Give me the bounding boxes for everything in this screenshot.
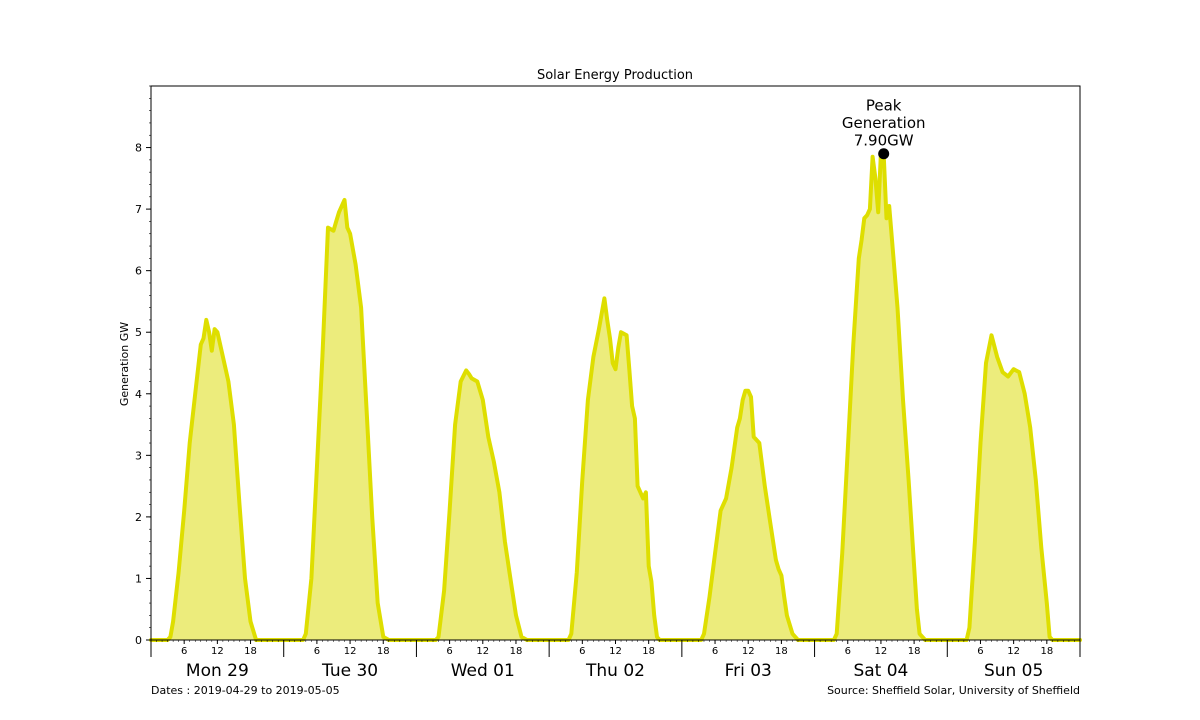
y-tick-label: 4 bbox=[135, 388, 142, 401]
peak-annotation-line: 7.90GW bbox=[854, 132, 914, 150]
peak-annotation-line: Generation bbox=[842, 114, 926, 132]
hour-tick-label: 12 bbox=[742, 646, 755, 657]
day-label: Tue 30 bbox=[321, 661, 378, 681]
hour-tick-label: 6 bbox=[314, 646, 320, 657]
dates-footer: Dates : 2019-04-29 to 2019-05-05 bbox=[151, 684, 340, 697]
y-tick-label: 3 bbox=[135, 449, 142, 462]
hour-tick-label: 6 bbox=[446, 646, 452, 657]
hour-tick-label: 18 bbox=[908, 646, 921, 657]
hour-tick-label: 12 bbox=[344, 646, 357, 657]
peak-annotation-line: Peak bbox=[866, 97, 902, 115]
hour-tick-label: 6 bbox=[712, 646, 718, 657]
y-tick-label: 0 bbox=[135, 634, 142, 647]
y-tick-label: 7 bbox=[135, 203, 142, 216]
source-footer: Source: Sheffield Solar, University of S… bbox=[827, 684, 1080, 697]
y-tick-label: 2 bbox=[135, 511, 142, 524]
hour-tick-label: 6 bbox=[845, 646, 851, 657]
hour-tick-label: 18 bbox=[244, 646, 257, 657]
hour-tick-label: 6 bbox=[579, 646, 585, 657]
hour-tick-label: 6 bbox=[181, 646, 187, 657]
day-label: Sun 05 bbox=[984, 661, 1043, 681]
series-fill-0 bbox=[151, 153, 1080, 640]
hour-tick-label: 6 bbox=[977, 646, 983, 657]
day-label: Wed 01 bbox=[451, 661, 515, 681]
y-axis-label: Generation GW bbox=[118, 322, 131, 406]
hour-tick-label: 18 bbox=[1040, 646, 1053, 657]
y-tick-label: 1 bbox=[135, 572, 142, 585]
day-label: Sat 04 bbox=[853, 661, 908, 681]
peak-marker bbox=[878, 148, 890, 160]
y-tick-label: 8 bbox=[135, 142, 142, 155]
hour-tick-label: 12 bbox=[609, 646, 622, 657]
hour-tick-label: 18 bbox=[510, 646, 523, 657]
area-layer bbox=[149, 151, 1082, 642]
day-label: Mon 29 bbox=[186, 661, 249, 681]
hour-tick-label: 18 bbox=[642, 646, 655, 657]
day-label: Thu 02 bbox=[585, 661, 645, 681]
hour-tick-label: 18 bbox=[377, 646, 390, 657]
hour-tick-label: 12 bbox=[211, 646, 224, 657]
hour-tick-label: 12 bbox=[875, 646, 888, 657]
hour-tick-label: 12 bbox=[476, 646, 489, 657]
day-label: Fri 03 bbox=[725, 661, 772, 681]
y-tick-label: 6 bbox=[135, 265, 142, 278]
y-tick-label: 5 bbox=[135, 326, 142, 339]
chart-title: Solar Energy Production bbox=[537, 68, 693, 83]
hour-tick-label: 12 bbox=[1007, 646, 1020, 657]
hour-tick-label: 18 bbox=[775, 646, 788, 657]
